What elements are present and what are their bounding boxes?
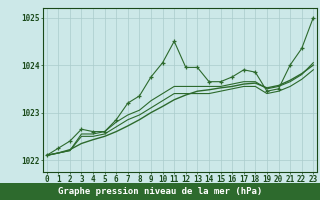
Text: Graphe pression niveau de la mer (hPa): Graphe pression niveau de la mer (hPa) (58, 187, 262, 196)
